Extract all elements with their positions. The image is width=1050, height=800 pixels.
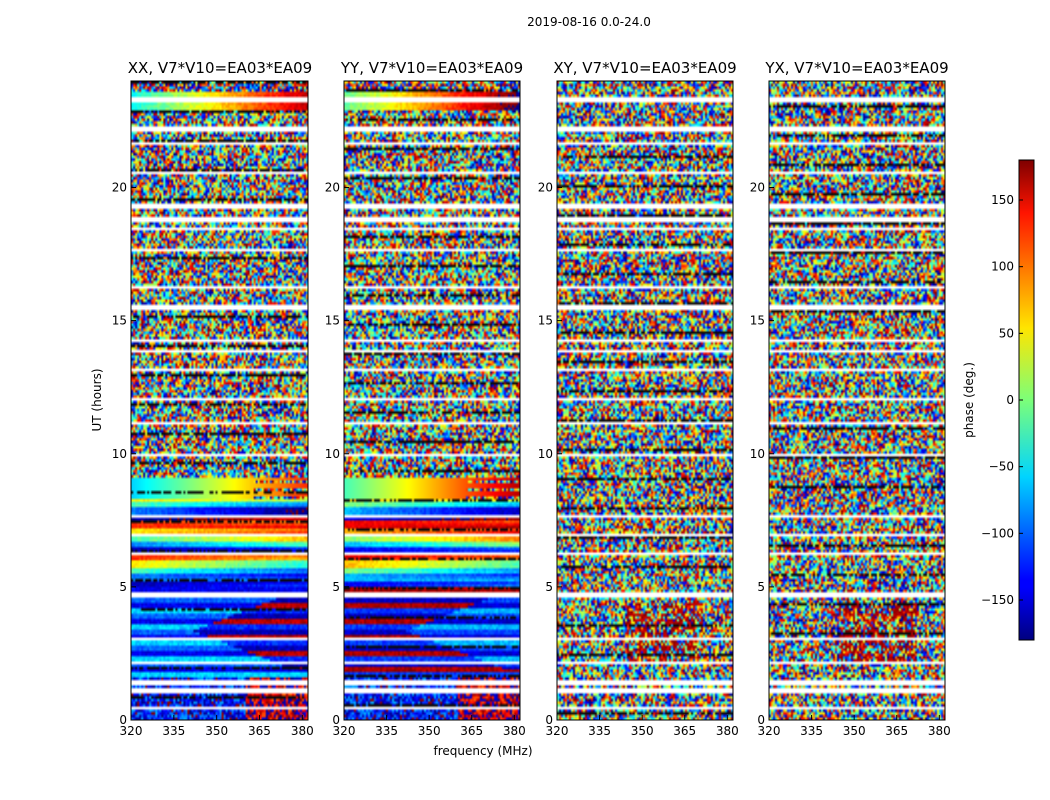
y-axis-label: UT (hours) [90, 368, 104, 431]
colorbar-tick-label: 50 [999, 326, 1014, 340]
panel-xx: XX, V7*V10=EA03*EA09 320 335 350 365 380 0 5 1… [112, 59, 314, 738]
plot-frame [130, 80, 309, 721]
y-tick-label: 5 [545, 580, 553, 594]
x-axis-ticks: 320 335 350 365 380 [333, 715, 526, 738]
x-tick-label: 365 [460, 724, 483, 738]
x-tick-label: 350 [418, 724, 441, 738]
x-tick-label: 365 [248, 724, 271, 738]
phase-heatmap [131, 81, 308, 720]
figure-title: 2019-08-16 0.0-24.0 [527, 15, 651, 29]
panel-xy: XY, V7*V10=EA03*EA09 320 335 350 365 380 0 5 1… [538, 59, 739, 738]
y-tick-label: 0 [545, 713, 553, 727]
y-axis-ticks: 0 5 10 15 20 [325, 181, 349, 727]
x-axis-ticks: 320 335 350 365 380 [546, 715, 739, 738]
colorbar-tick-label: −50 [989, 460, 1014, 474]
colorbar-tick-label: 100 [991, 260, 1014, 274]
x-tick-label: 380 [928, 724, 951, 738]
panel-title: XX, V7*V10=EA03*EA09 [128, 59, 312, 77]
x-axis-label: frequency (MHz) [433, 744, 532, 758]
x-tick-label: 335 [800, 724, 823, 738]
y-tick-label: 20 [112, 181, 127, 195]
x-tick-label: 320 [546, 724, 569, 738]
x-tick-label: 320 [120, 724, 143, 738]
y-tick-label: 15 [750, 314, 765, 328]
x-tick-label: 365 [673, 724, 696, 738]
x-tick-label: 365 [885, 724, 908, 738]
y-tick-label: 20 [750, 181, 765, 195]
colorbar-tick-label: −100 [981, 526, 1014, 540]
panel-yy: YY, V7*V10=EA03*EA09 320 335 350 365 380 0 5 1… [325, 59, 526, 738]
y-tick-label: 0 [119, 713, 127, 727]
y-tick-label: 10 [112, 447, 127, 461]
x-tick-label: 350 [843, 724, 866, 738]
x-axis-ticks: 320 335 350 365 380 [758, 715, 951, 738]
x-tick-label: 335 [588, 724, 611, 738]
y-tick-label: 15 [538, 314, 553, 328]
colorbar-ticks: 150 100 50 0 −50 −100 −150 [981, 193, 1023, 607]
phase-heatmap [557, 81, 733, 720]
x-tick-label: 350 [205, 724, 228, 738]
y-axis-ticks: 0 5 10 15 20 [112, 181, 136, 727]
colorbar-label: phase (deg.) [962, 362, 976, 438]
y-axis-ticks: 0 5 10 15 20 [750, 181, 774, 727]
panel-title: YX, V7*V10=EA03*EA09 [764, 59, 948, 77]
phase-heatmap [344, 81, 520, 720]
colorbar-tick-label: 150 [991, 193, 1014, 207]
panel-title: XY, V7*V10=EA03*EA09 [553, 59, 736, 77]
y-tick-label: 15 [325, 314, 340, 328]
plot-frame [343, 80, 521, 721]
y-tick-label: 15 [112, 314, 127, 328]
x-tick-label: 380 [716, 724, 739, 738]
x-tick-label: 350 [631, 724, 654, 738]
y-tick-label: 0 [757, 713, 765, 727]
panel-title: YY, V7*V10=EA03*EA09 [340, 59, 523, 77]
y-tick-label: 5 [119, 580, 127, 594]
y-axis-ticks: 0 5 10 15 20 [538, 181, 562, 727]
panel-yx: YX, V7*V10=EA03*EA09 320 335 350 365 380 0 5 1… [750, 59, 951, 738]
x-axis-ticks: 320 335 350 365 380 [120, 715, 314, 738]
x-tick-label: 335 [375, 724, 398, 738]
y-tick-label: 20 [325, 181, 340, 195]
colorbar: 150 100 50 0 −50 −100 −150 phase (deg.) [962, 159, 1035, 641]
y-tick-label: 10 [538, 447, 553, 461]
colorbar-tick-label: −150 [981, 593, 1014, 607]
colorbar-tick-label: 0 [1006, 393, 1014, 407]
x-tick-label: 320 [333, 724, 356, 738]
plot-frame [768, 80, 946, 721]
y-tick-label: 5 [332, 580, 340, 594]
y-tick-label: 5 [757, 580, 765, 594]
y-tick-label: 0 [332, 713, 340, 727]
y-tick-label: 10 [750, 447, 765, 461]
phase-heatmap [769, 81, 945, 720]
x-tick-label: 380 [503, 724, 526, 738]
plot-frame [556, 80, 734, 721]
y-tick-label: 10 [325, 447, 340, 461]
x-tick-label: 335 [162, 724, 185, 738]
x-tick-label: 380 [291, 724, 314, 738]
y-tick-label: 20 [538, 181, 553, 195]
x-tick-label: 320 [758, 724, 781, 738]
